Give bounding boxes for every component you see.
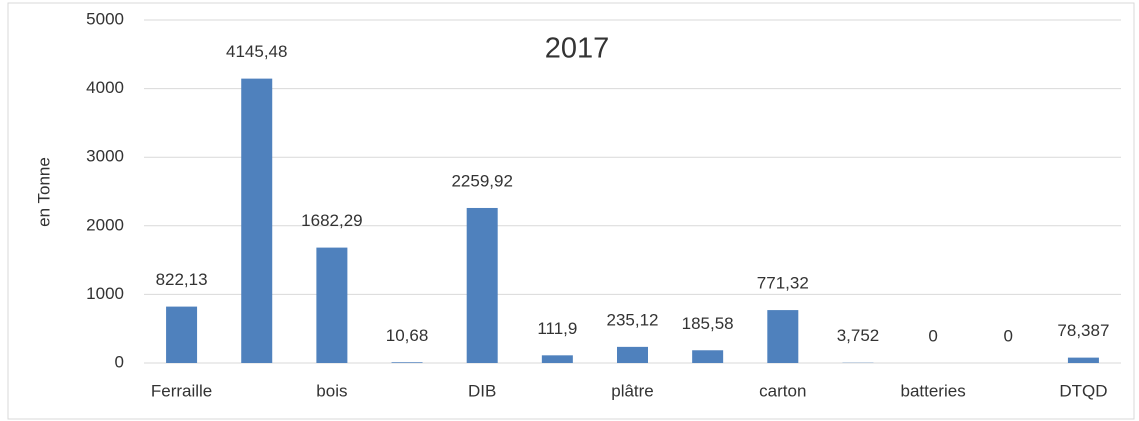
value-label: 1682,29 [301,211,362,230]
bar [466,207,498,363]
value-label: 111,9 [537,319,577,338]
bar [541,355,573,363]
bar [1067,357,1099,363]
y-tick-label: 0 [115,352,124,371]
bar [166,306,198,363]
value-label: 0 [928,326,937,345]
y-tick-label: 1000 [86,284,124,303]
x-tick-label: bois [316,381,347,400]
value-label: 4145,48 [226,42,287,61]
value-label: 78,387 [1057,321,1109,340]
bar [692,350,724,363]
x-tick-label: batteries [901,381,966,400]
x-tick-label: plâtre [611,381,654,400]
y-tick-label: 4000 [86,78,124,97]
chart-title: 2017 [545,33,610,65]
bar [617,346,648,363]
value-label: 235,12 [607,310,659,329]
bar [316,247,348,363]
x-tick-label: Ferraille [151,381,212,400]
value-label: 185,58 [682,314,734,333]
y-tick-label: 2000 [86,215,124,234]
x-tick-label: DTQD [1059,381,1107,400]
value-label: 10,68 [386,326,429,345]
y-tick-label: 5000 [86,9,124,28]
y-tick-label: 3000 [86,147,124,166]
bar [241,78,273,364]
bar [767,310,799,363]
x-tick-label: carton [759,381,806,400]
x-tick-label: DIB [468,381,496,400]
chart-border [7,2,1135,420]
value-label: 0 [1004,326,1013,345]
value-label: 822,13 [156,270,208,289]
bar [391,362,423,363]
y-axis-label: en Tonne [34,157,53,227]
value-label: 771,32 [757,274,809,293]
value-label: 2259,92 [451,171,512,190]
value-label: 3,752 [837,326,880,345]
